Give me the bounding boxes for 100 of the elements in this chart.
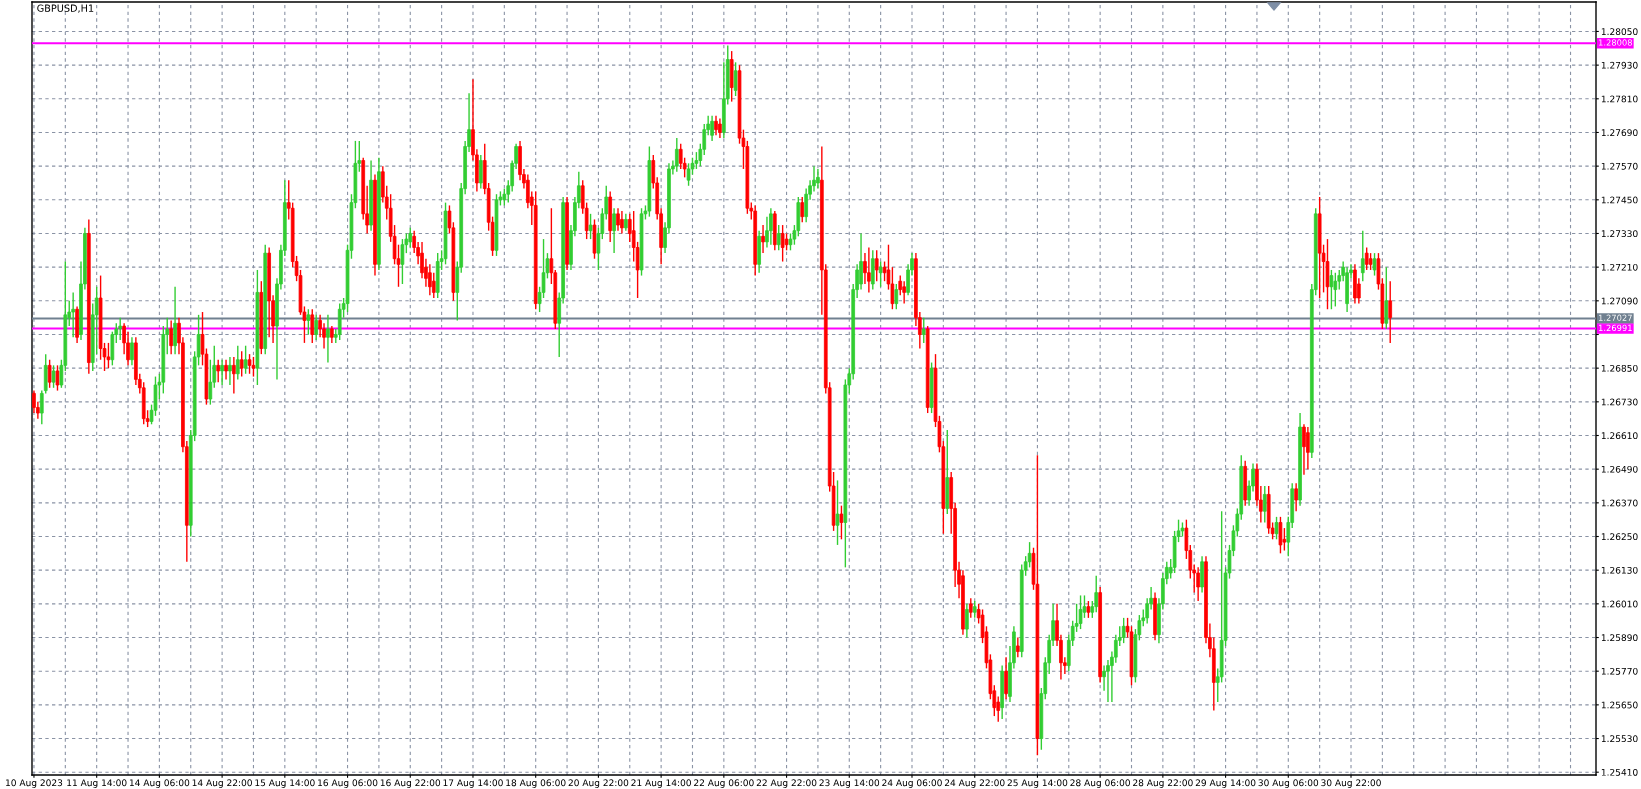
candlestick [224, 359, 228, 381]
candlestick [428, 263, 432, 296]
candlestick [1333, 272, 1338, 308]
x-tick-label: 14 Aug 22:00 [192, 779, 252, 788]
candlestick [1294, 482, 1298, 512]
x-tick-label: 24 Aug 06:00 [882, 779, 942, 788]
x-tick-label: 28 Aug 22:00 [1133, 779, 1193, 788]
candlestick [878, 260, 883, 288]
candlestick [965, 603, 969, 639]
candlestick [588, 213, 593, 240]
x-tick-label: 10 Aug 2023 [6, 779, 63, 788]
candlestick [118, 316, 123, 341]
candlestick [902, 280, 906, 305]
x-tick-label: 16 Aug 06:00 [318, 779, 378, 788]
candlestick [1004, 656, 1008, 700]
candlestick [780, 224, 785, 263]
candlestick [1121, 617, 1126, 644]
candlestick [718, 117, 722, 139]
candlestick [921, 316, 926, 344]
x-tick-label: 14 Aug 06:00 [129, 779, 190, 788]
y-tick-label: 1.26370 [1601, 499, 1638, 507]
y-tick-label: 1.27690 [1601, 129, 1638, 137]
candlestick [686, 162, 691, 187]
candlestick [239, 350, 244, 378]
x-tick-label: 23 Aug 14:00 [819, 779, 880, 788]
candlestick [235, 345, 240, 381]
x-tick-label: 16 Aug 22:00 [380, 779, 441, 788]
y-tick-label: 1.26010 [1601, 600, 1638, 608]
x-tick-label: 30 Aug 06:00 [1258, 779, 1319, 788]
y-tick-label: 1.27210 [1601, 263, 1638, 271]
candlestick [894, 283, 899, 310]
candlestick [208, 359, 213, 406]
candlestick [247, 353, 252, 375]
x-tick-label: 22 Aug 06:00 [694, 779, 754, 788]
candlestick [1302, 423, 1306, 476]
candlestick [173, 286, 177, 355]
candlestick [674, 137, 679, 173]
candlestick [1278, 516, 1283, 555]
y-tick-label: 1.26850 [1601, 364, 1638, 372]
candlestick [1364, 246, 1369, 271]
x-tick-label: 30 Aug 22:00 [1321, 779, 1381, 788]
candlestick [216, 359, 221, 383]
candlestick [1016, 636, 1020, 658]
candlestick [1360, 229, 1365, 282]
candlestick [306, 308, 311, 336]
x-tick-label: 20 Aug 22:00 [568, 779, 629, 788]
candlestick [1372, 252, 1377, 277]
candlestick [1274, 516, 1279, 541]
candlestick [243, 345, 248, 375]
candlestick [1196, 566, 1200, 602]
x-tick-label: 21 Aug 14:00 [631, 779, 691, 788]
candlestick [616, 207, 620, 232]
candlestick [228, 356, 232, 386]
y-tick-label: 1.26250 [1601, 533, 1638, 541]
candlestick [710, 114, 714, 142]
y-tick-label: 1.26490 [1601, 465, 1638, 473]
y-tick-label: 1.26130 [1601, 566, 1638, 574]
candlestick [874, 249, 879, 282]
candlestick [232, 356, 236, 395]
candlestick [839, 504, 844, 541]
candlestick [612, 207, 616, 254]
ref-line-label: 1.28008 [1599, 39, 1632, 46]
candlestick [51, 364, 56, 389]
candlestick [714, 114, 718, 136]
y-tick-label: 1.27330 [1601, 230, 1638, 238]
candlestick [478, 154, 483, 190]
candlestick [55, 364, 60, 392]
ref-line-label: 1.26991 [1599, 324, 1632, 332]
candlestick [620, 210, 624, 235]
y-tick-label: 1.27930 [1601, 61, 1638, 69]
candlestick [816, 168, 820, 190]
y-tick-label: 1.27090 [1601, 297, 1638, 305]
x-tick-label: 24 Aug 22:00 [944, 779, 1005, 788]
y-tick-label: 1.28050 [1601, 28, 1638, 36]
candlestick [326, 314, 330, 364]
x-tick-label: 25 Aug 14:00 [1007, 779, 1068, 788]
y-tick-label: 1.25410 [1601, 768, 1638, 776]
y-tick-label: 1.25650 [1601, 701, 1638, 709]
candlestick [220, 359, 224, 386]
candlestick [1384, 266, 1389, 330]
candlestick [400, 238, 405, 285]
x-tick-label: 11 Aug 14:00 [67, 779, 127, 788]
y-tick-label: 1.25890 [1601, 634, 1638, 642]
chart-title: GBPUSD,H1 [37, 4, 94, 13]
y-tick-label: 1.26730 [1601, 398, 1638, 406]
x-tick-label: 15 Aug 14:00 [255, 779, 315, 788]
candlestick [169, 319, 173, 355]
candlestick [769, 207, 773, 246]
y-tick-label: 1.27570 [1601, 162, 1638, 170]
candlestick [1078, 594, 1083, 630]
candlestick [835, 479, 840, 546]
candlestick [310, 308, 315, 344]
candlestick [130, 336, 134, 367]
x-tick-label: 29 Aug 14:00 [1195, 779, 1256, 788]
x-tick-label: 18 Aug 06:00 [506, 779, 566, 788]
candlestick [800, 196, 805, 223]
candlestick [1388, 280, 1393, 344]
x-tick-label: 28 Aug 06:00 [1070, 779, 1130, 788]
candlestick [314, 314, 319, 341]
candlestick [968, 597, 973, 619]
